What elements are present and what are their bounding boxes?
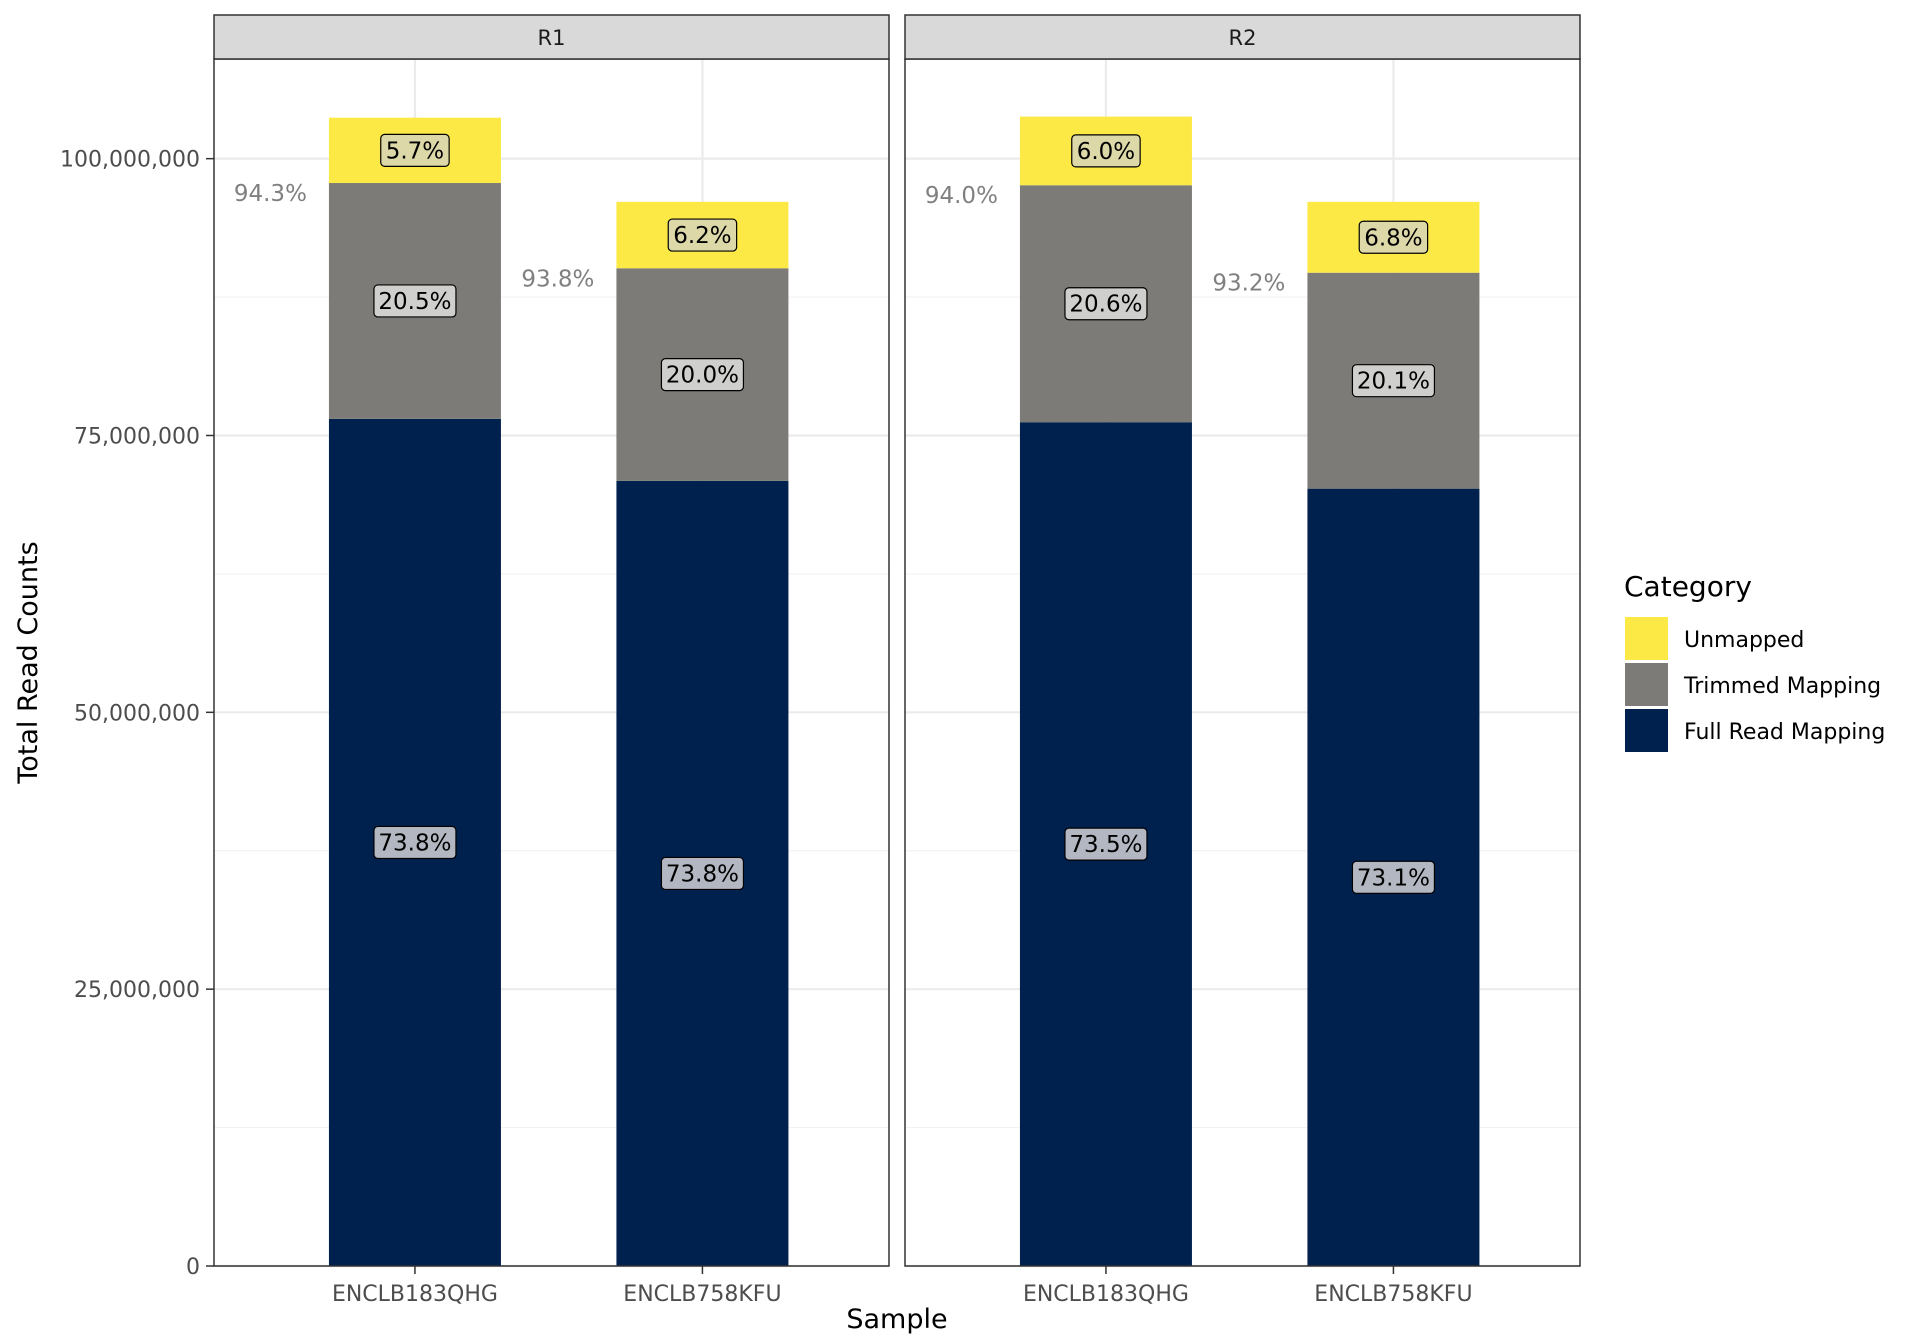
data-label-box <box>1351 364 1436 398</box>
mapped-total-label: 94.3% <box>234 181 307 207</box>
facet-strip <box>213 14 890 60</box>
data-label-box <box>1064 827 1148 861</box>
data-label: 73.8% <box>378 830 451 856</box>
data-label: 73.8% <box>666 861 739 887</box>
y-tick-label: 100,000,000 <box>60 148 200 173</box>
data-label-box <box>1358 220 1429 254</box>
legend-key <box>1625 617 1668 660</box>
data-label-box <box>660 357 745 392</box>
y-tick-label: 25,000,000 <box>74 978 200 1003</box>
facet-panel-r1: 73.8% 20.5% 5.7% 94.3% 73.8% 20.0% 6.2% 93.8% R1… <box>213 14 890 1307</box>
facet-strip-label: R2 <box>1229 26 1257 50</box>
data-label: 20.0% <box>666 363 739 389</box>
data-label-box <box>667 218 738 252</box>
legend-key <box>1625 663 1668 706</box>
data-label: 6.2% <box>673 223 731 249</box>
legend-label: Trimmed Mapping <box>1683 674 1881 699</box>
legend-label: Unmapped <box>1684 628 1804 653</box>
x-tick-label: ENCLB758KFU <box>1314 1282 1472 1307</box>
y-tick-label: 50,000,000 <box>74 701 200 726</box>
x-axis-title: Sample <box>846 1304 947 1335</box>
data-label: 73.5% <box>1069 832 1142 858</box>
legend-label: Full Read Mapping <box>1684 720 1885 745</box>
x-tick-label: ENCLB183QHG <box>1023 1282 1189 1307</box>
data-label: 20.5% <box>378 289 451 315</box>
data-label: 6.8% <box>1364 225 1422 251</box>
mapped-total-label: 93.2% <box>1212 271 1285 297</box>
data-label-box <box>1351 860 1436 894</box>
mapped-total-label: 94.0% <box>925 183 998 209</box>
facet-strip-label: R1 <box>538 26 566 50</box>
legend-title: Category <box>1624 570 1752 603</box>
data-label-box <box>373 825 457 860</box>
y-axis-title: Total Read Counts <box>13 541 44 784</box>
facet-panel-r2: 73.5% 20.6% 6.0% 94.0% 73.1% 20.1% 6.8% 93.2% R2… <box>904 14 1581 1307</box>
data-label-box <box>1064 287 1148 321</box>
data-label-box <box>380 133 450 167</box>
facet-strip <box>904 14 1581 60</box>
data-label: 20.6% <box>1069 292 1142 318</box>
mapped-total-label: 93.8% <box>521 266 594 292</box>
x-tick-label: ENCLB758KFU <box>623 1282 781 1307</box>
y-tick-label: 75,000,000 <box>74 424 200 449</box>
data-label-box <box>660 856 745 891</box>
y-tick-label: 0 <box>186 1255 200 1280</box>
data-label: 20.1% <box>1357 369 1430 395</box>
data-label: 5.7% <box>386 138 444 164</box>
data-label: 6.0% <box>1077 139 1135 165</box>
data-label-box <box>1071 134 1141 168</box>
legend: Category Unmapped Trimmed Mapping Full Read… <box>1624 570 1885 752</box>
data-label: 73.1% <box>1357 865 1430 891</box>
y-axis: 0 25,000,000 50,000,000 75,000,000 100,000,0… <box>60 148 214 1280</box>
x-tick-label: ENCLB183QHG <box>332 1282 498 1307</box>
data-label-box <box>373 284 457 318</box>
legend-key <box>1625 709 1668 752</box>
